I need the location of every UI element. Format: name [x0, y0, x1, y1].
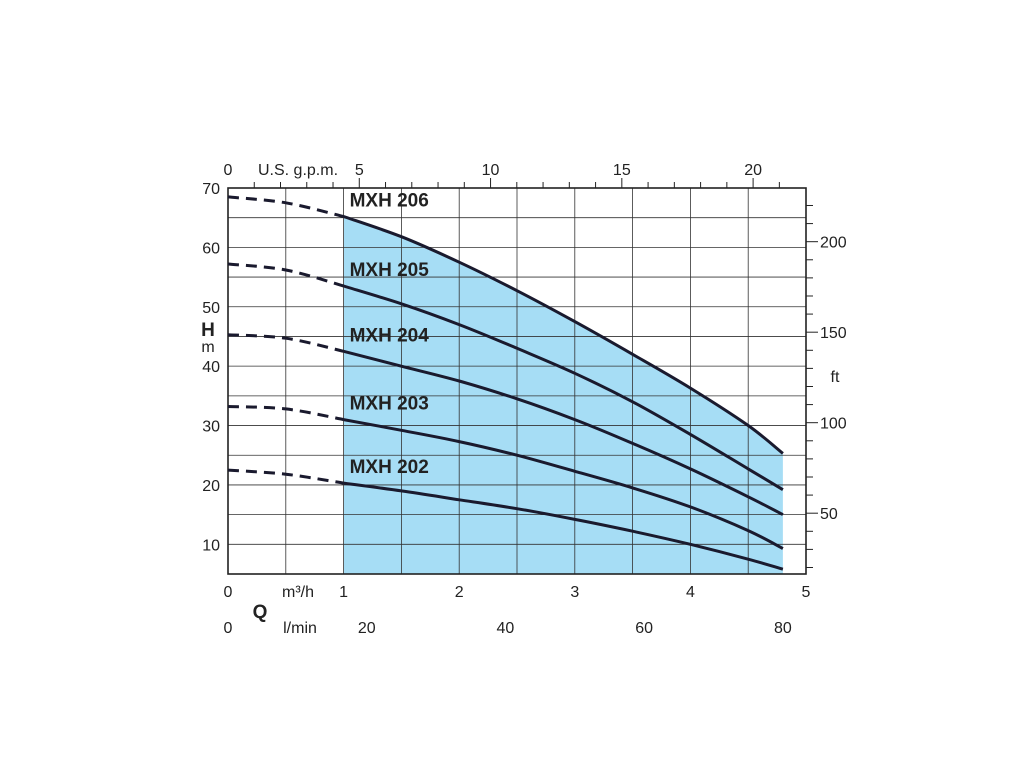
curve-dashed-mxh-205 — [227, 262, 345, 288]
lmin-tick-label: 40 — [497, 620, 515, 637]
x-tick-label: 0 — [224, 584, 233, 601]
x-tick-label: 4 — [686, 584, 695, 601]
curve-mxh-205 — [343, 284, 784, 491]
ft-tick-label: 200 — [820, 235, 847, 252]
gpm-tick-label: 5 — [355, 162, 364, 179]
curve-dashed-mxh-206 — [227, 195, 344, 218]
y-tick-label: 70 — [202, 181, 220, 198]
lmin-tick-label: 60 — [635, 620, 653, 637]
y-tick-label: 50 — [202, 300, 220, 317]
y-tick-label: 10 — [202, 537, 220, 554]
series-label: MXH 205 — [350, 260, 430, 281]
y-tick-label: 40 — [202, 359, 220, 376]
curve-mxh-202 — [343, 481, 784, 571]
lmin-tick-label: 20 — [358, 620, 376, 637]
curve-mxh-203 — [343, 418, 784, 550]
y-tick-label: 60 — [202, 240, 220, 257]
y-axis-unit-ft: ft — [831, 369, 840, 386]
x-axis-unit-m3h: m³/h — [282, 584, 314, 601]
curve-dashed-mxh-202 — [227, 468, 344, 485]
gpm-tick-label: 20 — [744, 162, 762, 179]
y-axis-title: H — [201, 320, 215, 341]
x-axis-title: Q — [253, 602, 268, 623]
curve-mxh-206 — [343, 215, 784, 455]
ft-tick-label: 100 — [820, 416, 847, 433]
ft-tick-label: 150 — [820, 325, 847, 342]
gpm-tick-label: 10 — [482, 162, 500, 179]
x-axis-unit-lmin: l/min — [283, 620, 317, 637]
curve-dashed-mxh-204 — [227, 333, 344, 353]
x-tick-label: 5 — [802, 584, 811, 601]
lmin-tick-label: 80 — [774, 620, 792, 637]
gpm-tick-label: 15 — [613, 162, 631, 179]
x-tick-label: 2 — [455, 584, 464, 601]
plot-frame — [227, 178, 818, 575]
curves — [227, 195, 784, 571]
lmin-tick-label: 0 — [224, 620, 233, 637]
series-label: MXH 206 — [350, 191, 429, 212]
series-label: MXH 203 — [350, 394, 429, 415]
x-tick-label: 1 — [339, 584, 348, 601]
ft-tick-label: 50 — [820, 506, 838, 523]
y-axis-unit: m — [201, 339, 214, 356]
series-label: MXH 202 — [350, 457, 429, 478]
y-tick-label: 20 — [202, 478, 220, 495]
y-tick-label: 30 — [202, 419, 220, 436]
curve-mxh-204 — [343, 349, 784, 516]
series-label: MXH 204 — [350, 325, 430, 346]
gpm-tick-label: 0 — [224, 162, 233, 179]
curve-dashed-mxh-203 — [227, 405, 344, 422]
x-axis-unit-gpm: U.S. g.p.m. — [258, 162, 338, 179]
x-tick-label: 3 — [570, 584, 579, 601]
